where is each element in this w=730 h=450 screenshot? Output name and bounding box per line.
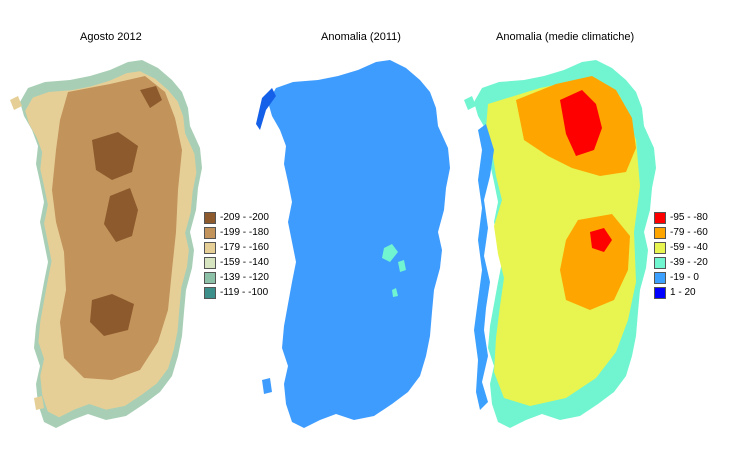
map2-title: Anomalia (2011) (321, 31, 401, 43)
map2-sardinia (256, 60, 450, 428)
map1-title: Agosto 2012 (80, 31, 142, 43)
map3-region-80b (590, 228, 612, 252)
legend-left-swatch (204, 271, 216, 284)
map2-cyan-spots (382, 244, 406, 297)
legend-right-swatch (654, 241, 666, 254)
legend-right-label: 1 - 20 (670, 287, 696, 298)
legend-right: -95 - -80 -79 - -60 -59 - -40 -39 - -20 … (654, 210, 708, 300)
legend-right-label: -79 - -60 (670, 227, 708, 238)
legend-left-swatch (204, 226, 216, 239)
legend-left-label: -179 - -160 (220, 242, 269, 253)
legend-right-swatch (654, 271, 666, 284)
legend-left-swatch (204, 256, 216, 269)
map1-region-200b (104, 188, 138, 242)
legend-left-swatch (204, 241, 216, 254)
map1-region-200a (92, 132, 138, 180)
map1-region-200d (140, 86, 162, 108)
map3-region-60b (560, 214, 630, 310)
legend-left-label: -209 - -200 (220, 212, 269, 223)
map3-sardinia (464, 60, 656, 428)
legend-right-swatch (654, 226, 666, 239)
legend-right-label: -39 - -20 (670, 257, 708, 268)
legend-right-label: -19 - 0 (670, 272, 699, 283)
legend-left-label: -159 - -140 (220, 257, 269, 268)
legend-right-item: -39 - -20 (654, 255, 708, 270)
map3-region-0 (474, 124, 494, 410)
map1-sardinia (10, 60, 202, 428)
legend-left-label: -119 - -100 (220, 287, 269, 298)
map2-islands (262, 378, 302, 406)
legend-left-label: -199 - -180 (220, 227, 269, 238)
legend-left-item: -119 - -100 (204, 285, 269, 300)
legend-right-swatch (654, 256, 666, 269)
legend-right-swatch (654, 286, 666, 299)
legend-right-label: -59 - -40 (670, 242, 708, 253)
legend-right-item: -95 - -80 (654, 210, 708, 225)
legend-left-label: -139 - -120 (220, 272, 269, 283)
legend-left-item: -159 - -140 (204, 255, 269, 270)
map3-title: Anomalia (medie climatiche) (496, 31, 635, 43)
legend-right-item: -79 - -60 (654, 225, 708, 240)
legend-left-swatch (204, 211, 216, 224)
map1-region-200c (90, 294, 134, 336)
legend-left-swatch (204, 286, 216, 299)
legend-left-item: -179 - -160 (204, 240, 269, 255)
legend-left: -209 - -200 -199 - -180 -179 - -160 -159… (204, 210, 269, 300)
legend-left-item: -199 - -180 (204, 225, 269, 240)
map3-region-80a (560, 90, 602, 156)
legend-right-item: 1 - 20 (654, 285, 708, 300)
legend-left-item: -209 - -200 (204, 210, 269, 225)
legend-right-swatch (654, 211, 666, 224)
map2-coast-dark (256, 88, 276, 130)
map3-islands (464, 96, 476, 110)
legend-right-item: -59 - -40 (654, 240, 708, 255)
legend-left-item: -139 - -120 (204, 270, 269, 285)
legend-right-label: -95 - -80 (670, 212, 708, 223)
legend-right-item: -19 - 0 (654, 270, 708, 285)
